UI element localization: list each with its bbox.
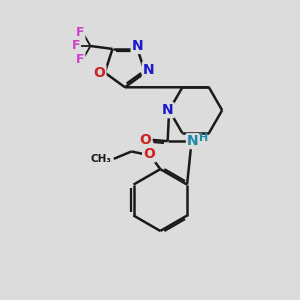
Text: F: F: [71, 40, 80, 52]
Text: F: F: [76, 26, 84, 39]
Text: N: N: [132, 39, 143, 53]
Text: O: O: [140, 133, 152, 147]
Text: N: N: [143, 63, 154, 77]
Text: O: O: [143, 147, 155, 161]
Text: N: N: [162, 103, 173, 117]
Text: H: H: [199, 133, 208, 142]
Text: CH₃: CH₃: [90, 154, 111, 164]
Text: N: N: [187, 134, 199, 148]
Text: O: O: [94, 66, 105, 80]
Text: F: F: [76, 53, 84, 66]
